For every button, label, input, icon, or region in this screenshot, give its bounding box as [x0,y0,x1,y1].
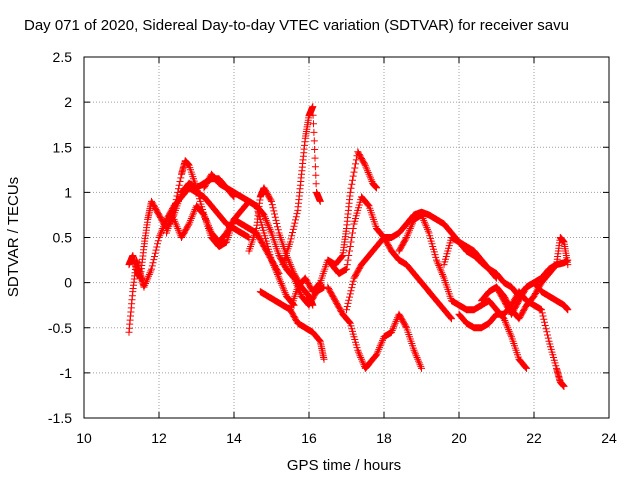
y-tick-label: -1.5 [48,410,72,426]
x-tick-label: 10 [76,430,92,446]
label-layer: 10 12 14 16 18 20 22 24 2.5 2 1.5 1 0.5 0 -0.5 -1 -1.5 [48,49,617,446]
y-tick-label: -0.5 [48,320,72,336]
series-arc-9 [286,148,380,314]
series-arc-1 [125,184,253,336]
data-point-markers [125,184,253,336]
x-tick-label: 18 [376,430,392,446]
x-tick-label: 12 [151,430,167,446]
data-point-markers [279,103,324,269]
x-axis-title: GPS time / hours [287,457,401,474]
x-tick-label: 20 [451,430,467,446]
x-tick-label: 14 [226,430,242,446]
series-arc-16 [478,234,572,323]
tick-layer [83,56,610,419]
data-point-markers [324,283,425,372]
x-tick-label: 22 [526,430,542,446]
y-tick-label: 2 [64,94,72,110]
x-tick-label: 16 [301,430,317,446]
data-point-markers [245,184,317,309]
y-tick-label: 0.5 [53,230,73,246]
data-point-markers [125,175,238,282]
series-arc-17 [493,256,572,318]
chart-title: Day 071 of 2020, Sidereal Day-to-day VTE… [24,17,569,34]
series-arc-2 [125,175,238,282]
data-point-markers [286,148,380,314]
series-arc-8 [279,103,324,269]
y-tick-label: 1.5 [53,139,73,155]
data-layer [125,103,572,390]
series-arc-6 [245,184,317,309]
y-tick-label: -1 [60,365,73,381]
y-tick-label: 0 [64,275,72,291]
data-point-markers [478,234,572,323]
grid-layer [84,57,609,418]
data-point-markers [493,256,572,318]
y-tick-label: 2.5 [53,49,73,65]
y-tick-label: 1 [64,184,72,200]
series-arc-10 [324,283,425,372]
y-axis-title: SDTVAR / TECUs [5,177,22,297]
x-tick-label: 24 [601,430,617,446]
